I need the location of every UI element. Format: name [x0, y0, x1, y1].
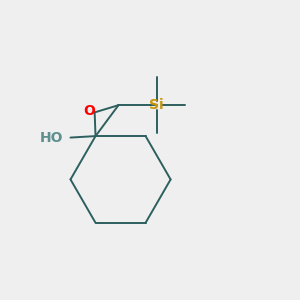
Text: Si: Si [149, 98, 164, 112]
Text: O: O [83, 104, 95, 118]
Text: HO: HO [40, 130, 63, 145]
